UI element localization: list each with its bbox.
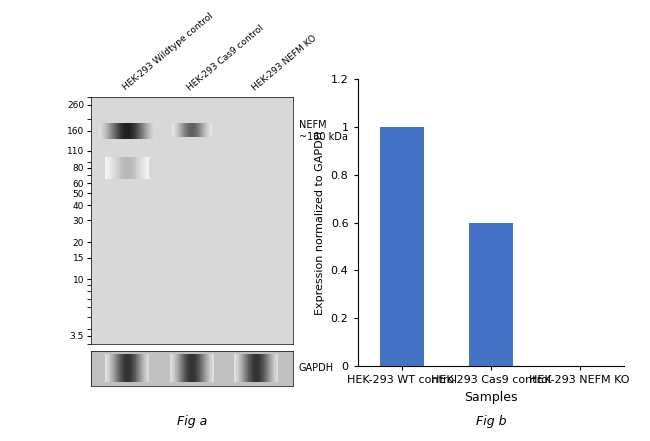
X-axis label: Samples: Samples [464, 391, 517, 404]
Text: Fig a: Fig a [177, 415, 207, 428]
Text: GAPDH: GAPDH [298, 363, 333, 373]
Text: Fig b: Fig b [476, 415, 506, 428]
Text: HEK-293 Cas9 control: HEK-293 Cas9 control [186, 23, 266, 92]
Text: NEFM
~160 kDa: NEFM ~160 kDa [298, 120, 347, 142]
Text: HEK-293 NEFM KO: HEK-293 NEFM KO [250, 33, 318, 92]
Text: HEK-293 Wildtype control: HEK-293 Wildtype control [122, 11, 215, 92]
Bar [469, 223, 513, 366]
Y-axis label: Expression normalized to GAPDH: Expression normalized to GAPDH [315, 131, 325, 315]
Bar [380, 127, 424, 366]
